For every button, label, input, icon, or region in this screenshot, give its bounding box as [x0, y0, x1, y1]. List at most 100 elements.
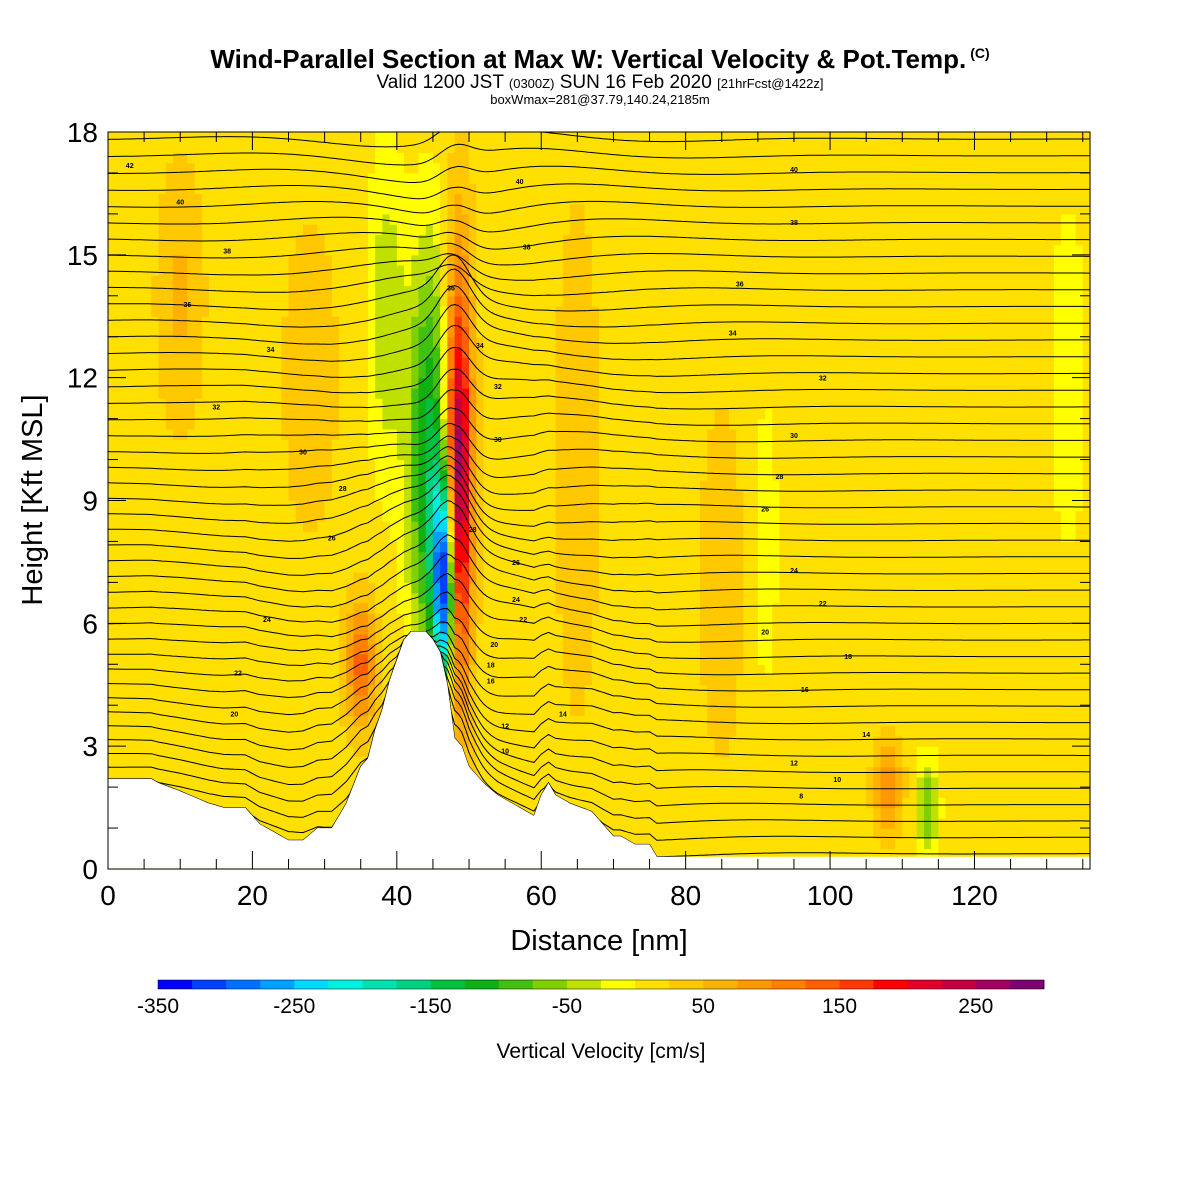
velocity-cell: [180, 183, 189, 195]
velocity-cell: [245, 459, 254, 471]
velocity-cell: [396, 500, 405, 512]
velocity-cell: [165, 387, 174, 399]
velocity-cell: [339, 613, 347, 624]
velocity-cell: [497, 674, 506, 686]
velocity-cell: [490, 398, 499, 409]
velocity-cell: [548, 449, 557, 461]
velocity-cell: [122, 551, 131, 563]
velocity-cell: [418, 213, 427, 225]
velocity-cell: [259, 183, 268, 195]
velocity-cell: [367, 152, 376, 164]
velocity-cell: [548, 152, 557, 164]
velocity-cell: [252, 746, 261, 758]
velocity-cell: [223, 142, 232, 154]
velocity-cell: [259, 346, 268, 358]
velocity-cell: [375, 705, 383, 717]
velocity-cell: [469, 408, 477, 420]
velocity-cell: [180, 500, 189, 512]
velocity-cell: [172, 306, 181, 317]
velocity-cell: [209, 336, 217, 348]
velocity-cell: [418, 500, 427, 512]
velocity-cell: [259, 336, 268, 348]
velocity-cell: [136, 643, 145, 655]
velocity-cell: [519, 705, 528, 717]
velocity-cell: [599, 418, 607, 430]
velocity-cell: [165, 275, 174, 287]
velocity-cell: [483, 674, 492, 686]
velocity-cell: [490, 664, 499, 676]
velocity-cell: [158, 142, 167, 154]
velocity-cell: [483, 254, 492, 266]
velocity-cell: [259, 387, 268, 399]
velocity-cell: [606, 787, 615, 798]
velocity-cell: [122, 643, 131, 655]
velocity-cell: [469, 285, 477, 297]
velocity-cell: [541, 387, 550, 399]
velocity-cell: [353, 275, 362, 287]
velocity-cell: [194, 172, 203, 184]
velocity-cell: [483, 613, 492, 624]
velocity-cell: [469, 172, 477, 184]
velocity-cell: [302, 654, 311, 665]
velocity-cell: [302, 142, 311, 154]
velocity-cell: [310, 295, 318, 307]
velocity-cell: [490, 572, 499, 583]
velocity-cell: [599, 428, 607, 440]
velocity-cell: [295, 592, 304, 604]
velocity-cell: [187, 746, 196, 758]
velocity-cell: [570, 346, 578, 358]
velocity-cell: [209, 203, 217, 215]
velocity-cell: [570, 613, 578, 624]
velocity-cell: [454, 592, 463, 604]
velocity-cell: [375, 275, 383, 287]
velocity-cell: [324, 490, 333, 502]
velocity-cell: [237, 705, 246, 717]
velocity-cell: [317, 735, 326, 747]
velocity-cell: [230, 500, 239, 512]
velocity-cell: [288, 643, 297, 655]
velocity-cell: [534, 132, 542, 143]
velocity-cell: [324, 623, 333, 635]
velocity-cell: [367, 285, 376, 297]
velocity-cell: [360, 285, 369, 297]
velocity-cell: [425, 326, 434, 338]
velocity-cell: [512, 295, 521, 307]
velocity-cell: [461, 664, 470, 676]
velocity-cell: [570, 244, 578, 256]
velocity-cell: [346, 746, 355, 758]
velocity-cell: [562, 541, 571, 553]
velocity-cell: [396, 469, 405, 481]
velocity-cell: [360, 234, 369, 246]
velocity-cell: [266, 613, 275, 624]
velocity-cell: [223, 418, 232, 430]
velocity-cell: [346, 346, 355, 358]
velocity-cell: [245, 336, 254, 348]
velocity-cell: [476, 265, 485, 276]
velocity-cell: [389, 142, 398, 154]
velocity-cell: [108, 541, 116, 553]
velocity-cell: [562, 162, 571, 174]
velocity-cell: [295, 582, 304, 594]
velocity-cell: [230, 735, 239, 747]
velocity-cell: [526, 224, 535, 235]
velocity-cell: [274, 224, 282, 235]
velocity-cell: [187, 439, 196, 450]
velocity-cell: [115, 295, 124, 307]
velocity-cell: [425, 357, 434, 369]
velocity-cell: [108, 234, 116, 246]
velocity-cell: [310, 531, 318, 543]
velocity-cell: [194, 705, 203, 717]
velocity-cell: [180, 561, 189, 573]
velocity-cell: [172, 500, 181, 512]
velocity-cell: [396, 162, 405, 174]
velocity-cell: [505, 336, 513, 348]
velocity-cell: [505, 193, 513, 205]
velocity-cell: [339, 469, 347, 481]
velocity-cell: [310, 265, 318, 276]
velocity-cell: [108, 613, 116, 624]
velocity-cell: [490, 531, 499, 543]
velocity-cell: [577, 776, 586, 788]
velocity-cell: [201, 582, 210, 594]
velocity-cell: [382, 162, 391, 174]
velocity-cell: [541, 531, 550, 543]
